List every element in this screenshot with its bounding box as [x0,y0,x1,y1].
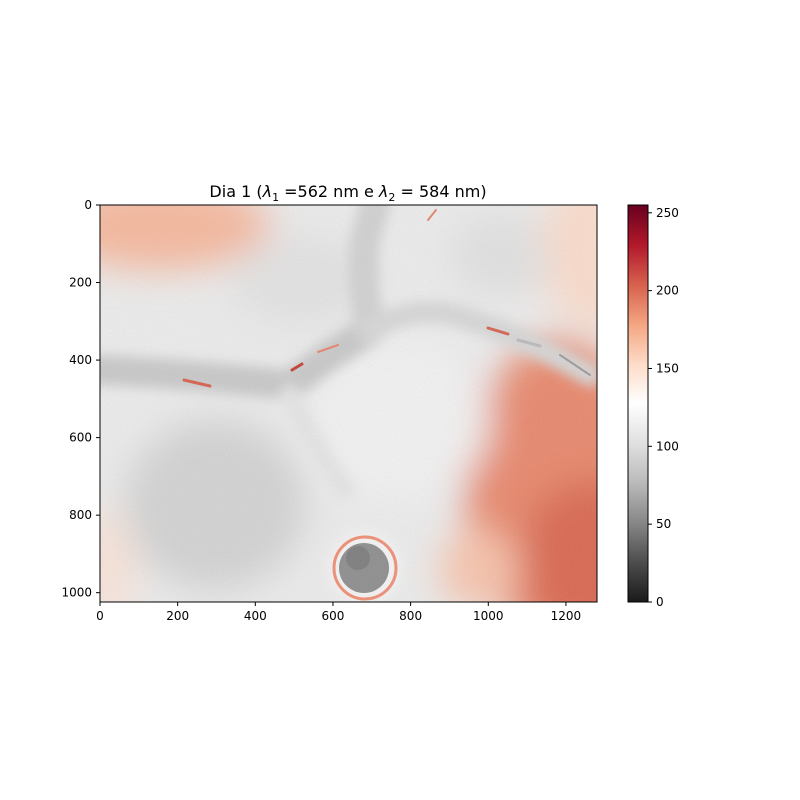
colorbar-tick-label: 150 [656,361,679,375]
y-tick-label: 200 [69,276,92,290]
colorbar-tick-label: 100 [656,439,679,453]
x-tick-label: 400 [244,609,267,623]
x-axis: 0 200 400 600 800 1000 1200 [96,602,581,623]
x-tick-label: 0 [96,609,104,623]
y-tick-label: 800 [69,508,92,522]
colorbar-tick-label: 250 [656,206,679,220]
x-tick-label: 1000 [473,609,504,623]
y-axis: 0 200 400 600 800 1000 [61,198,100,600]
colorbar [627,204,649,603]
colorbar-tick-label: 200 [656,284,679,298]
colorbar-tick-label: 0 [656,595,664,609]
plot-frame [99,204,598,603]
y-tick-label: 400 [69,353,92,367]
x-tick-label: 200 [166,609,189,623]
x-tick-label: 600 [322,609,345,623]
heatmap-image [100,205,597,602]
colorbar-tick-label: 50 [656,517,671,531]
y-tick-label: 1000 [61,586,92,600]
x-tick-label: 1200 [551,609,582,623]
y-tick-label: 0 [84,198,92,212]
colorbar-axis: 0 50 100 150 200 250 [648,206,679,609]
y-tick-label: 600 [69,431,92,445]
x-tick-label: 800 [399,609,422,623]
chart-title: Dia 1 (λ1 =562 nm e λ2 = 584 nm) [209,182,486,204]
